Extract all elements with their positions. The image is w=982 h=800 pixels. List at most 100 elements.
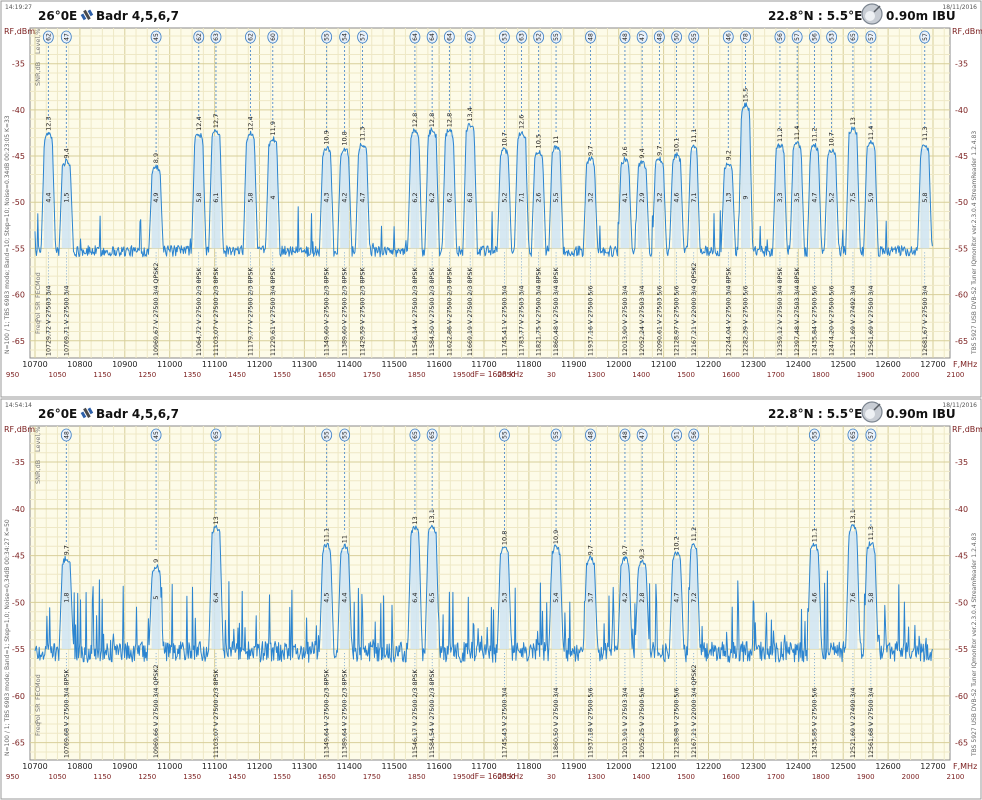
satellite-name: Badr 4,5,6,7 — [96, 9, 179, 23]
signal-level-value: 55 — [501, 431, 508, 439]
y-tick-label-right: -65 — [955, 739, 968, 748]
transponder-marker: 48 9,7 1,8 10769,68 V 27500 3/4 8PSK — [60, 428, 72, 758]
snr-label: 7,5 — [849, 192, 857, 202]
peak-snr-label: 9,7 — [655, 145, 663, 155]
if-tick-label: 1500 — [677, 773, 695, 781]
transponder-marker: 62 12,4 5,8 11179,77 V 27500 2/3 8PSK — [245, 30, 256, 356]
row-label: SR — [34, 703, 42, 712]
signal-level-value: 55 — [324, 431, 331, 439]
transponder-marker: 47 9,3 2,8 12052,25 V 27500 5/6 — [636, 428, 648, 758]
x-tick-label: 10800 — [67, 360, 92, 369]
if-tick-label: 1750 — [363, 773, 381, 781]
y-axis-label-left: RF,dBm — [4, 27, 35, 36]
snr-label: 6,4 — [411, 593, 419, 603]
signal-level-badge — [321, 30, 333, 44]
signal-level-badge — [357, 30, 368, 44]
transponder-marker: 55 11,1 4,5 11349,64 V 27500 2/3 8PSK — [321, 428, 333, 758]
transponder-fill — [534, 156, 544, 249]
peak-snr-label: 13,1 — [849, 509, 857, 523]
snr-label: 5,8 — [867, 593, 875, 603]
side-info-left: N=100 / 1; TBS 6983 mode; Band=1; Step=1… — [4, 519, 11, 756]
y-tick-label-right: -45 — [955, 552, 968, 561]
transponder-info: 12052,24 V 27503 3/4 — [639, 285, 646, 356]
signal-level-badge — [865, 428, 877, 442]
row-label: SNR,dB — [34, 62, 42, 86]
x-tick-label: 10900 — [112, 762, 137, 771]
row-label: Level,% — [34, 427, 42, 452]
transponder-fill — [848, 531, 858, 650]
peak-snr-label: 9,3 — [638, 549, 646, 559]
snr-label: 6,5 — [428, 593, 436, 603]
transponder-fill — [792, 147, 802, 249]
if-tick-label: 1350 — [183, 773, 201, 781]
transponder-marker: 48 9,7 3,7 11937,18 V 27500 5/6 — [585, 428, 596, 758]
if-tick-label: 1400 — [632, 371, 650, 379]
transponder-marker: 46 9,2 1,3 12244,04 V 27500 3/4 8PSK — [722, 30, 734, 356]
if-tick-label: 2100 — [947, 773, 965, 781]
transponder-fill — [340, 153, 350, 249]
transponder-info: 11179,77 V 27500 2/3 8PSK — [247, 267, 254, 356]
row-label: FEC — [34, 285, 42, 298]
transponder-marker: 55 10,9 5,4 11860,50 V 27500 3/4 — [550, 428, 562, 758]
peak-snr-label: 9,4 — [638, 148, 646, 158]
transponder-fill — [427, 134, 437, 249]
snr-label: 4,5 — [323, 593, 331, 603]
y-tick-label-left: -40 — [12, 505, 25, 514]
transponder-fill — [322, 152, 332, 249]
snr-label: 3,2 — [655, 192, 663, 202]
peak-snr-label: 10,7 — [828, 132, 836, 146]
transponder-info: 12521,69 V 27492 3/4 — [850, 285, 857, 356]
transponder-fill — [410, 532, 420, 650]
peak-snr-label: 10,5 — [535, 134, 543, 148]
signal-level-badge — [409, 30, 421, 44]
transponder-fill — [245, 138, 255, 249]
signal-level-value: 55 — [324, 33, 331, 41]
y-tick-label-left: -60 — [12, 692, 25, 701]
x-tick-label: 12600 — [875, 360, 900, 369]
signal-level-badge — [671, 30, 683, 44]
transponder-fill — [866, 548, 876, 650]
if-tick-label: 1700 — [767, 371, 785, 379]
x-tick-label: 12100 — [651, 762, 676, 771]
peak-snr-label: 10,9 — [323, 130, 331, 144]
signal-level-value: 65 — [850, 431, 857, 439]
snr-label: 7,2 — [690, 593, 698, 603]
signal-level-value: 65 — [850, 33, 857, 41]
signal-level-value: 56 — [691, 431, 698, 439]
if-tick-label: 1350 — [183, 371, 201, 379]
snr-label: 9 — [741, 196, 749, 200]
transponder-fill — [499, 154, 509, 249]
side-info-right: TBS 5927 USB DVB-S2 Tuner IQmonitor ver.… — [971, 533, 978, 757]
transponder-marker: 62 12,4 5,8 11064,72 V 27500 2/3 8PSK — [193, 30, 205, 356]
signal-level-value: 57 — [868, 431, 875, 439]
panel-border — [0, 0, 982, 398]
spectrum-panel-bottom: 14:54:14 18/11/2016 26°0E Badr 4,5,6,7 22.8°… — [0, 398, 982, 800]
signal-level-value: 55 — [553, 33, 560, 41]
signal-level-value: 47 — [639, 431, 646, 439]
transponder-marker: 55 11,1 7,1 12167,21 V 22000 3/4 QPSK2 — [688, 30, 700, 356]
transponder-marker: 53 10,7 5,2 11745,41 V 27500 3/4 — [498, 30, 510, 356]
satellite-name: Badr 4,5,6,7 — [96, 407, 179, 421]
snr-label: 2,8 — [638, 593, 646, 603]
signal-level-badge — [550, 30, 562, 44]
transponder-marker: 57 11,3 4,7 11429,59 V 27500 2/3 8PSK — [357, 30, 368, 356]
transponder-fill — [61, 166, 71, 249]
y-tick-label-right: -65 — [955, 337, 968, 346]
snr-label: 4,7 — [810, 192, 818, 202]
row-label: Pol — [34, 312, 42, 322]
x-tick-label: 11600 — [426, 762, 451, 771]
signal-level-value: 64 — [429, 33, 436, 41]
y-tick-label-left: -55 — [12, 645, 25, 654]
if-tick-label: 2100 — [947, 371, 965, 379]
transponder-marker: 78 15,5 9 12282,39 V 27500 5/6 — [740, 30, 751, 356]
satellite-panel-left — [80, 13, 87, 21]
transponder-marker: 64 12,8 6,2 11622,86 V 27500 2/3 8PSK — [443, 30, 455, 356]
transponder-marker: 48 9,7 3,2 11937,16 V 27500 5/6 — [585, 30, 596, 356]
signal-level-badge — [60, 30, 72, 44]
peak-snr-label: 13 — [411, 516, 419, 524]
y-tick-label-right: -40 — [955, 505, 968, 514]
transponder-fill — [920, 148, 930, 249]
dish-icon — [861, 3, 883, 25]
if-tick-label: 1050 — [49, 773, 67, 781]
if-tick-label: 1250 — [138, 371, 156, 379]
